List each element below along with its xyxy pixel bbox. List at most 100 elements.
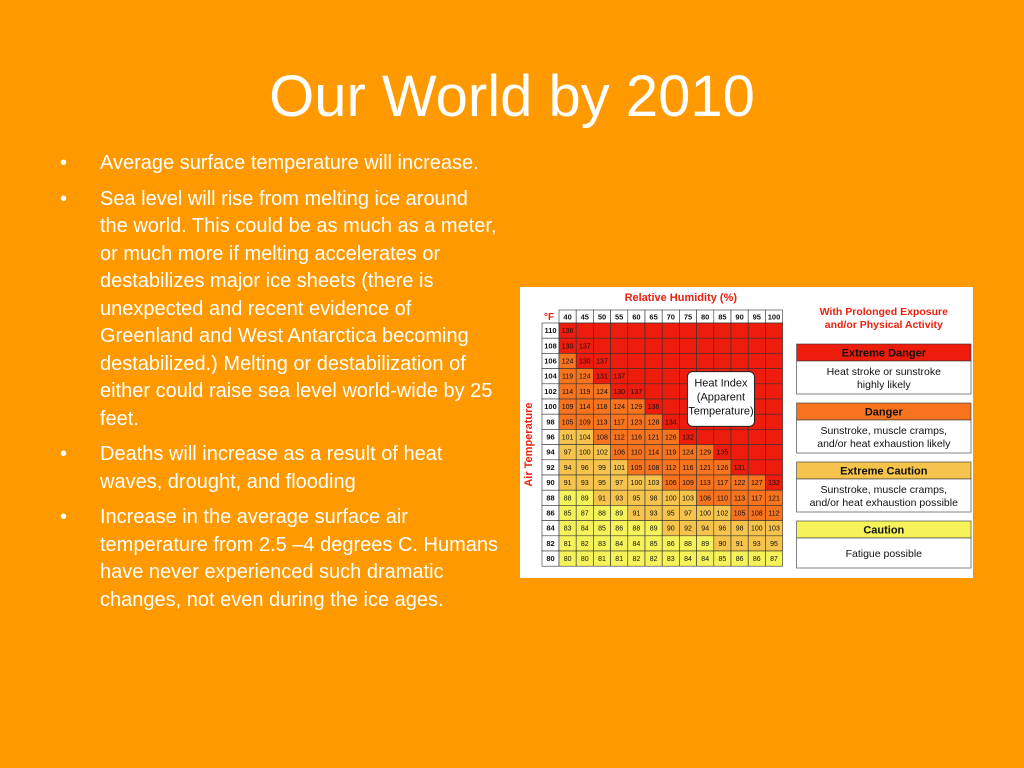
heat-index-value: 127 bbox=[751, 480, 763, 487]
temperature-tick-label: 100 bbox=[544, 402, 557, 411]
humidity-tick-label: 70 bbox=[667, 313, 675, 322]
temperature-tick-label: 92 bbox=[546, 463, 554, 472]
heat-index-value: 113 bbox=[734, 495, 745, 502]
temperature-tick-label: 84 bbox=[546, 524, 555, 533]
heat-index-value: 121 bbox=[699, 465, 711, 472]
heat-index-value: 100 bbox=[751, 526, 763, 533]
heat-index-value: 100 bbox=[699, 511, 711, 518]
legend-description-line: highly likely bbox=[857, 379, 911, 391]
heat-index-value: 126 bbox=[717, 465, 729, 472]
heat-index-cell bbox=[644, 353, 663, 369]
heat-index-value: 108 bbox=[596, 435, 608, 442]
temperature-tick-label: 96 bbox=[546, 433, 554, 442]
heat-index-value: 124 bbox=[682, 450, 694, 457]
humidity-tick-label: 80 bbox=[701, 313, 709, 322]
heat-index-value: 106 bbox=[665, 480, 677, 487]
heat-index-value: 85 bbox=[719, 556, 727, 563]
heat-index-cell bbox=[730, 353, 749, 369]
heat-index-value: 119 bbox=[562, 374, 573, 381]
heat-index-value: 137 bbox=[631, 389, 643, 396]
heat-index-value: 129 bbox=[631, 404, 643, 411]
temperature-tick-label: 108 bbox=[544, 341, 557, 350]
heat-index-value: 90 bbox=[719, 541, 727, 548]
bullet-dot-icon: • bbox=[60, 187, 68, 210]
heat-index-value: 103 bbox=[768, 526, 780, 533]
heat-index-cell bbox=[765, 413, 783, 430]
heat-index-value: 100 bbox=[579, 450, 591, 457]
heat-index-value: 80 bbox=[581, 556, 589, 563]
heat-index-value: 89 bbox=[650, 526, 658, 533]
bullet-text: Increase in the average surface air temp… bbox=[100, 506, 498, 611]
heat-index-value: 89 bbox=[581, 495, 589, 502]
heat-index-value: 91 bbox=[598, 495, 606, 502]
heat-index-value: 123 bbox=[631, 419, 643, 426]
heat-index-value: 93 bbox=[581, 480, 589, 487]
heat-index-value: 91 bbox=[633, 511, 641, 518]
heat-index-cell bbox=[713, 353, 732, 369]
heat-index-value: 91 bbox=[736, 541, 744, 548]
heat-index-value: 112 bbox=[614, 435, 625, 442]
heat-index-value: 116 bbox=[682, 465, 693, 472]
heat-index-cell bbox=[661, 337, 680, 354]
bullet-item: • Sea level will rise from melting ice a… bbox=[60, 186, 500, 434]
humidity-tick-label: 100 bbox=[768, 313, 781, 322]
heat-index-value: 132 bbox=[682, 435, 694, 442]
heat-index-value: 105 bbox=[631, 465, 643, 472]
humidity-tick-label: 75 bbox=[684, 313, 692, 322]
legend-description-line: Sunstroke, muscle cramps, bbox=[820, 484, 947, 496]
temperature-tick-label: 102 bbox=[544, 387, 557, 396]
heat-index-cell bbox=[747, 459, 766, 476]
heat-index-value: 82 bbox=[581, 541, 589, 548]
heat-index-value: 91 bbox=[564, 480, 572, 487]
heat-index-value: 99 bbox=[598, 465, 606, 472]
heat-index-value: 97 bbox=[564, 450, 572, 457]
legend-level-label: Extreme Caution bbox=[840, 466, 928, 478]
heat-index-cell bbox=[644, 322, 663, 339]
unit-label: °F bbox=[544, 312, 554, 323]
temperature-tick-label: 90 bbox=[546, 478, 554, 487]
humidity-tick-label: 85 bbox=[718, 313, 726, 322]
heat-index-cell bbox=[610, 337, 629, 354]
heat-index-value: 82 bbox=[633, 556, 641, 563]
heat-index-cell bbox=[627, 322, 646, 339]
heat-index-value: 97 bbox=[684, 511, 692, 518]
heat-index-value: 93 bbox=[650, 511, 658, 518]
heat-index-value: 85 bbox=[598, 526, 606, 533]
heat-index-value: 93 bbox=[615, 495, 623, 502]
heat-index-cell bbox=[644, 368, 663, 385]
heat-index-value: 98 bbox=[736, 526, 744, 533]
heat-index-value: 101 bbox=[562, 435, 574, 442]
heat-index-value: 84 bbox=[615, 541, 623, 548]
inset-label-line: Temperature) bbox=[688, 406, 753, 418]
heat-index-figure: Relative Humidity (%) °F Air Temperature 40… bbox=[520, 287, 973, 578]
heat-index-value: 121 bbox=[768, 495, 780, 502]
heat-index-cell bbox=[765, 353, 783, 369]
heat-index-cell bbox=[679, 353, 697, 369]
heat-index-cell bbox=[713, 429, 732, 445]
heat-index-value: 95 bbox=[598, 480, 606, 487]
temperature-tick-label: 110 bbox=[544, 326, 556, 335]
bullet-item: • Average surface temperature will incre… bbox=[60, 150, 500, 178]
heat-index-cell bbox=[730, 337, 749, 354]
heat-index-value: 82 bbox=[650, 556, 658, 563]
legend-description-line: Fatigue possible bbox=[846, 548, 923, 560]
bullet-dot-icon: • bbox=[60, 152, 68, 174]
heat-index-value: 86 bbox=[615, 526, 623, 533]
heat-index-value: 117 bbox=[717, 480, 728, 487]
humidity-tick-label: 90 bbox=[735, 313, 743, 322]
legend-title-line: and/or Physical Activity bbox=[825, 319, 943, 331]
heat-index-value: 130 bbox=[562, 343, 574, 350]
heat-index-value: 87 bbox=[581, 511, 589, 518]
legend-level-label: Extreme Danger bbox=[842, 348, 927, 360]
heat-index-cell bbox=[679, 337, 697, 354]
heat-index-value: 137 bbox=[579, 343, 591, 350]
humidity-tick-label: 50 bbox=[598, 313, 606, 322]
heat-index-cell bbox=[661, 398, 680, 415]
heat-index-value: 89 bbox=[615, 511, 623, 518]
heat-index-value: 124 bbox=[613, 404, 625, 411]
temperature-tick-label: 82 bbox=[546, 539, 554, 548]
humidity-tick-label: 65 bbox=[649, 313, 657, 322]
heat-index-value: 84 bbox=[701, 556, 709, 563]
inset-label-box bbox=[686, 371, 755, 427]
heat-index-cell bbox=[696, 429, 715, 445]
